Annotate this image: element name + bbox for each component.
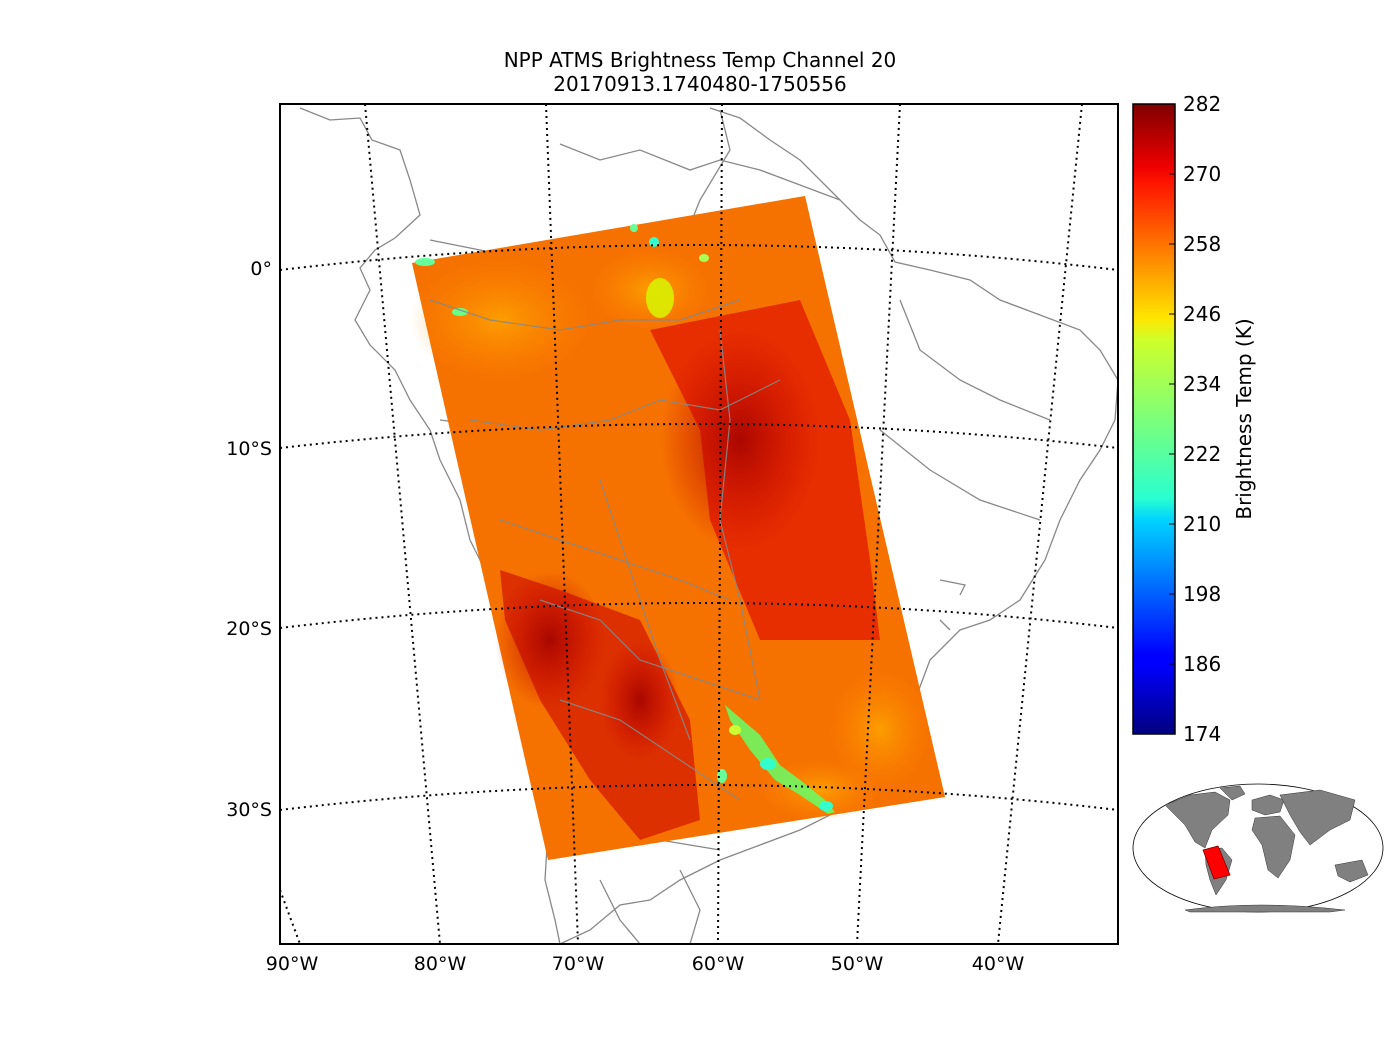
brightness-swath — [410, 196, 945, 860]
lon-label: 40°W — [972, 953, 1025, 975]
map-frame — [279, 103, 1119, 945]
colorbar-tick-label: 174 — [1183, 722, 1221, 746]
graticule — [280, 104, 1118, 944]
colorbar: 282 270 258 246 234 222 210 198 186 174 Brightnes… — [1132, 92, 1256, 746]
colorbar-tick-label: 234 — [1183, 372, 1221, 396]
colorbar-tick-label: 282 — [1183, 92, 1221, 116]
lon-label: 50°W — [831, 953, 884, 975]
colorbar-tick-label: 222 — [1183, 442, 1221, 466]
lon-label: 80°W — [414, 953, 467, 975]
inset-swath — [1202, 845, 1231, 880]
lon-label: 70°W — [552, 953, 605, 975]
colorbar-tick-label: 210 — [1183, 512, 1221, 536]
lat-label: 0° — [250, 258, 272, 280]
lat-labels: 0° 10°S 20°S 30°S — [226, 258, 272, 821]
colorbar-tick-label: 186 — [1183, 652, 1221, 676]
inset-world-map — [1132, 783, 1384, 913]
colorbar-tick-label: 198 — [1183, 582, 1221, 606]
colorbar-gradient — [1132, 103, 1176, 735]
colorbar-tick-label: 258 — [1183, 232, 1221, 256]
lat-label: 20°S — [226, 618, 272, 640]
colorbar-tick-label: 246 — [1183, 302, 1221, 326]
title-line-1: NPP ATMS Brightness Temp Channel 20 — [503, 48, 897, 72]
colorbar-ticks: 282 270 258 246 234 222 210 198 186 174 — [1169, 92, 1221, 746]
lon-label: 60°W — [692, 953, 745, 975]
lat-label: 10°S — [226, 438, 272, 460]
chart-title: NPP ATMS Brightness Temp Channel 20 2017… — [280, 48, 1120, 96]
colorbar-tick-label: 270 — [1183, 162, 1221, 186]
lon-labels: 90°W 80°W 70°W 60°W 50°W 40°W — [266, 953, 1025, 975]
lat-label: 30°S — [226, 799, 272, 821]
title-line-2: 20170913.1740480-1750556 — [553, 72, 847, 96]
lon-label: 90°W — [266, 953, 319, 975]
main-map — [280, 104, 1118, 944]
colorbar-label: Brightness Temp (K) — [1232, 318, 1256, 519]
